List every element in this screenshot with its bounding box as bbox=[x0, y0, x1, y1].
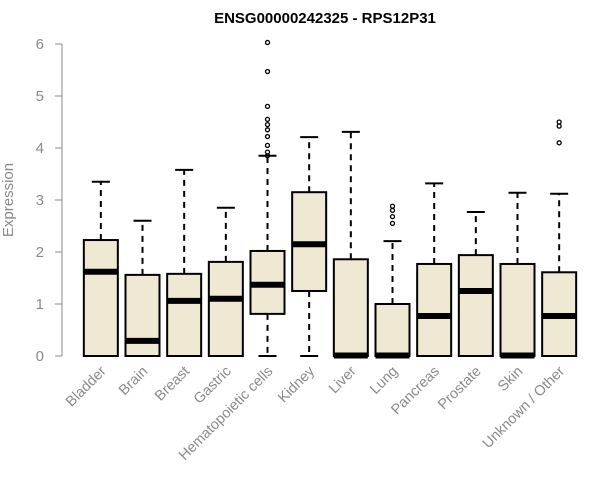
x-tick-label: Kidney bbox=[275, 363, 318, 406]
outlier-point bbox=[556, 119, 562, 125]
y-tick-label: 4 bbox=[36, 140, 44, 157]
box-group-liver bbox=[332, 130, 369, 359]
box-group-breast bbox=[166, 168, 203, 357]
outlier-point bbox=[264, 142, 271, 149]
x-tick-label: Brain bbox=[116, 364, 151, 399]
y-tick-label: 5 bbox=[36, 88, 44, 105]
box-group-unknown-other bbox=[541, 119, 578, 357]
outlier-point bbox=[389, 207, 396, 214]
y-tick-label: 6 bbox=[36, 36, 44, 53]
chart-title: ENSG00000242325 - RPS12P31 bbox=[214, 10, 436, 27]
box-iqr bbox=[166, 272, 203, 357]
outlier-point bbox=[264, 121, 271, 128]
box-group-pancreas bbox=[416, 182, 453, 357]
y-tick-label: 1 bbox=[36, 296, 44, 313]
boxes-layer bbox=[82, 39, 578, 359]
y-axis: 0 1 2 3 4 5 6 bbox=[36, 36, 63, 365]
box-group-bladder bbox=[82, 180, 119, 357]
y-tick-label: 0 bbox=[36, 348, 44, 365]
x-tick-label: Bladder bbox=[63, 363, 110, 410]
outlier-point bbox=[264, 127, 271, 133]
box-iqr bbox=[332, 258, 369, 357]
box-iqr bbox=[82, 239, 119, 357]
box-group-skin bbox=[499, 191, 536, 359]
outlier-point bbox=[264, 149, 271, 155]
box-group-brain bbox=[124, 219, 161, 358]
x-tick-label: Liver bbox=[326, 363, 360, 397]
outlier-point bbox=[264, 116, 271, 123]
outlier-point bbox=[264, 68, 271, 75]
box-iqr bbox=[374, 303, 411, 357]
outlier-point bbox=[264, 39, 271, 46]
outlier-point bbox=[389, 220, 396, 227]
box-iqr bbox=[457, 254, 494, 357]
x-tick-label: Skin bbox=[495, 364, 526, 395]
box-iqr bbox=[416, 262, 453, 357]
outlier-point bbox=[389, 213, 396, 220]
outlier-point bbox=[556, 140, 562, 146]
y-tick-label: 2 bbox=[36, 244, 44, 261]
outlier-point bbox=[264, 103, 271, 110]
outlier-point bbox=[556, 123, 562, 129]
outlier-point bbox=[389, 203, 396, 209]
x-tick-label: Prostate bbox=[435, 364, 484, 413]
box-group-prostate bbox=[457, 210, 494, 357]
x-tick-label: Breast bbox=[152, 364, 193, 405]
box-group-kidney bbox=[291, 136, 328, 357]
box-iqr bbox=[499, 262, 536, 357]
y-tick-label: 3 bbox=[36, 192, 44, 209]
box-group-hematopoietic-cells bbox=[249, 39, 286, 357]
box-group-lung bbox=[374, 203, 411, 359]
outlier-point bbox=[264, 133, 271, 140]
box-iqr bbox=[207, 260, 244, 358]
y-axis-label: Expression bbox=[0, 163, 17, 237]
x-tick-label: Lung bbox=[367, 364, 401, 398]
box-group-gastric bbox=[207, 206, 244, 358]
